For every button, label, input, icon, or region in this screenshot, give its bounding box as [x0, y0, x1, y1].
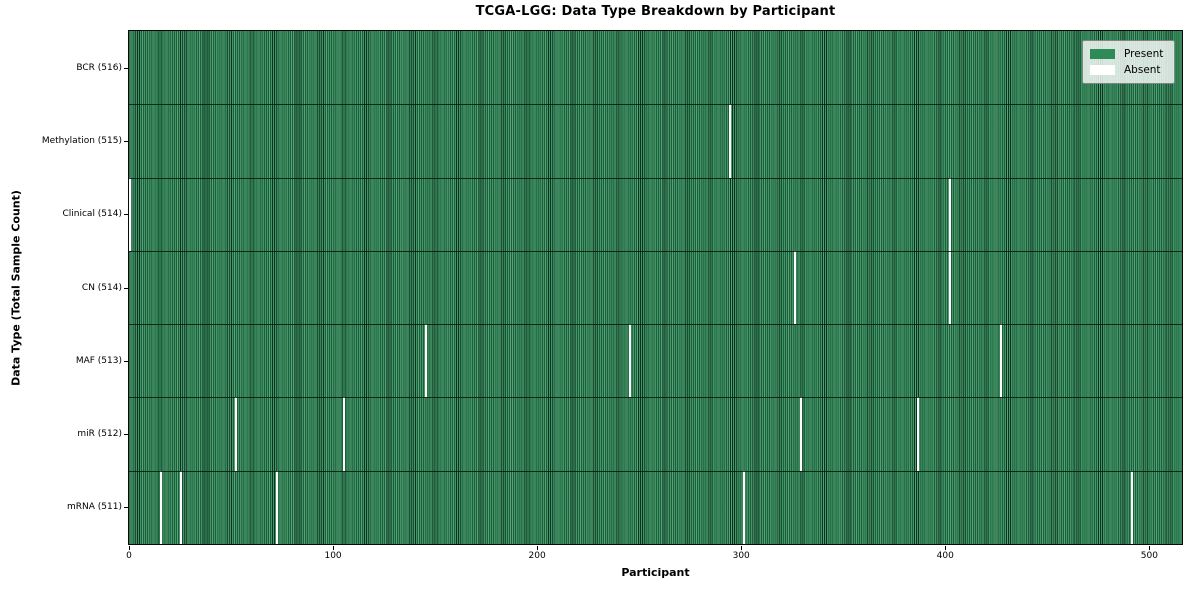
absent-mark	[794, 250, 797, 325]
legend-label-present: Present	[1124, 48, 1164, 60]
absent-mark	[800, 397, 803, 471]
x-axis-tick	[537, 546, 539, 550]
y-axis-label: Data Type (Total Sample Count)	[9, 190, 23, 386]
absent-mark	[628, 324, 631, 398]
row-separator	[129, 177, 1182, 179]
x-axis-tick	[129, 546, 130, 550]
y-tick-label-bcr: BCR (516)	[76, 62, 122, 73]
y-axis-tick	[124, 140, 128, 142]
legend: Present Absent	[1082, 40, 1175, 84]
absent-mark	[159, 470, 162, 544]
row-separator	[129, 397, 1182, 399]
y-tick-label-methylation: Methylation (515)	[41, 135, 122, 146]
absent-mark	[743, 470, 746, 544]
legend-swatch-absent-icon	[1090, 65, 1115, 75]
absent-mark	[728, 104, 731, 178]
legend-item-absent: Absent	[1090, 62, 1167, 78]
y-axis-tick	[124, 214, 128, 216]
heatmap-row-maf	[129, 324, 1182, 398]
heatmap-row-cn	[129, 250, 1182, 325]
y-tick-label-cn: CN (514)	[81, 282, 122, 293]
x-axis-tick	[741, 546, 743, 550]
absent-mark	[235, 397, 238, 471]
y-axis-tick	[124, 360, 128, 362]
absent-mark	[275, 470, 278, 544]
y-tick-label-mir: miR (512)	[77, 429, 122, 440]
legend-item-present: Present	[1090, 46, 1167, 62]
row-separator	[129, 250, 1182, 252]
legend-label-absent: Absent	[1124, 64, 1161, 76]
heatmap-row-clinical	[129, 177, 1182, 251]
legend-swatch-present-icon	[1090, 49, 1115, 59]
absent-mark	[129, 177, 132, 251]
x-tick-label-400: 400	[936, 551, 954, 561]
y-tick-label-mrna: mRNA (511)	[67, 502, 122, 513]
absent-mark	[916, 397, 919, 471]
plot-area	[128, 30, 1183, 545]
y-tick-label-maf: MAF (513)	[75, 355, 122, 366]
y-tick-label-clinical: Clinical (514)	[62, 209, 122, 220]
y-axis-tick	[124, 67, 128, 69]
absent-mark	[1000, 324, 1003, 398]
row-separator	[129, 324, 1182, 326]
y-axis-tick	[124, 507, 128, 509]
x-axis-tick	[333, 546, 335, 550]
x-axis-tick	[1149, 546, 1151, 550]
absent-mark	[424, 324, 427, 398]
row-separator	[129, 470, 1182, 472]
absent-mark	[1131, 470, 1133, 544]
x-axis-label: Participant	[621, 566, 690, 579]
row-separator	[129, 104, 1182, 106]
x-axis-tick	[945, 546, 947, 550]
x-tick-label-100: 100	[324, 551, 342, 561]
absent-mark	[949, 177, 952, 251]
heatmap-row-mrna	[129, 470, 1182, 544]
y-axis-tick	[124, 287, 128, 289]
heatmap-row-mir	[129, 397, 1182, 471]
x-tick-label-200: 200	[528, 551, 546, 561]
chart-title: TCGA-LGG: Data Type Breakdown by Partici…	[475, 4, 836, 19]
x-tick-label-500: 500	[1140, 551, 1158, 561]
x-tick-label-0: 0	[126, 551, 132, 561]
absent-mark	[180, 470, 183, 544]
heatmap-row-methylation	[129, 104, 1182, 178]
heatmap-row-bcr	[129, 31, 1182, 105]
x-tick-label-300: 300	[732, 551, 750, 561]
y-axis-tick	[124, 434, 128, 436]
absent-mark	[343, 397, 346, 471]
absent-mark	[949, 250, 952, 325]
